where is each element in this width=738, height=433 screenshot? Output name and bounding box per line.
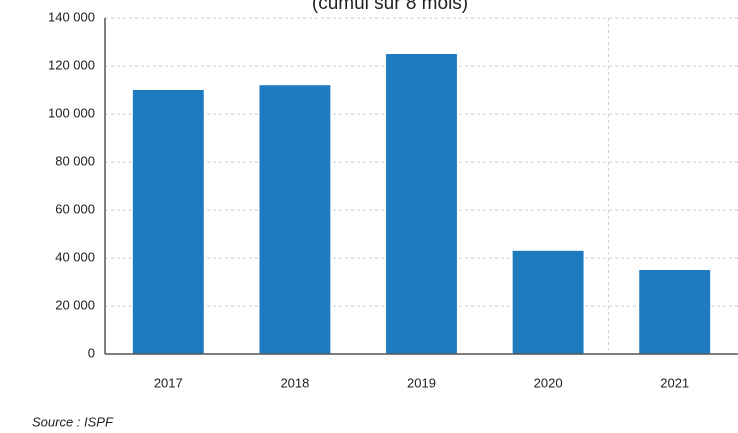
bar	[132, 90, 204, 354]
x-tick-label: 2021	[660, 375, 689, 390]
x-tick-label: 2019	[407, 375, 436, 390]
y-tick-label: 20 000	[55, 297, 95, 312]
y-tick-label: 60 000	[55, 201, 95, 216]
chart-title: (cumul sur 8 mois)	[312, 0, 468, 14]
y-tick-label: 0	[88, 345, 95, 360]
x-tick-label: 2017	[154, 375, 183, 390]
x-tick-label: 2020	[534, 375, 563, 390]
y-tick-label: 100 000	[48, 105, 95, 120]
x-tick-label: 2018	[280, 375, 309, 390]
bar	[512, 250, 584, 354]
bar	[386, 54, 457, 354]
bar	[639, 270, 711, 354]
y-tick-label: 140 000	[48, 9, 95, 24]
bar	[259, 85, 331, 354]
y-tick-label: 40 000	[55, 249, 95, 264]
y-tick-label: 80 000	[55, 153, 95, 168]
source-note: Source : ISPF	[32, 414, 114, 429]
y-tick-label: 120 000	[48, 57, 95, 72]
